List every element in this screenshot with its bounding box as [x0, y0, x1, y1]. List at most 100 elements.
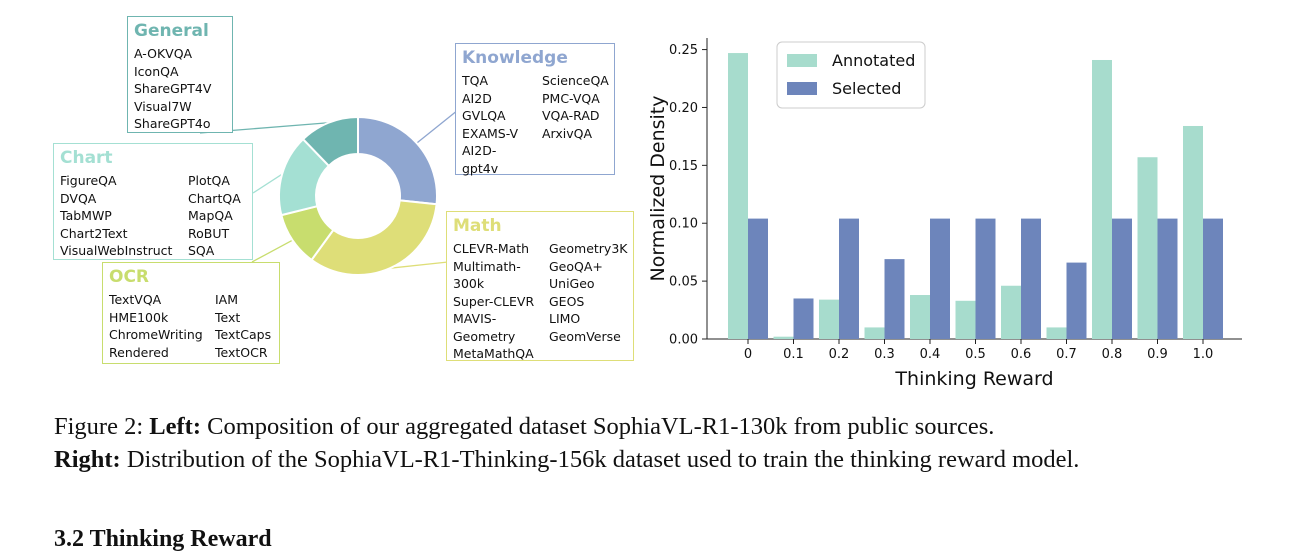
dataset-name: ArxivQA — [542, 125, 593, 141]
dataset-name: TextOCR — [215, 344, 268, 360]
bar-annotated — [955, 300, 976, 339]
x-tick-label: 0.6 — [1011, 347, 1032, 362]
caption-left-text: Composition of our aggregated dataset So… — [200, 413, 995, 440]
dataset-name: TQA — [462, 73, 489, 88]
x-tick-label: 0 — [744, 347, 752, 362]
knowledge-box: Knowledge TQA AI2D GVLQA EXAMS-V AI2D- gpt4v… — [455, 43, 615, 177]
dataset-composition-figure: General A-OKVQA IconQA ShareGPT4V Visual7W S… — [0, 0, 660, 400]
dataset-name: EXAMS-V — [462, 125, 519, 141]
dataset-name: UniGeo — [549, 276, 595, 291]
legend-label: Annotated — [832, 51, 915, 70]
dataset-name: GEOS — [549, 293, 585, 309]
legend: Annotated Selected — [776, 41, 926, 109]
general-box: General A-OKVQA IconQA ShareGPT4V Visual7W S… — [127, 16, 233, 133]
dataset-name: GVLQA — [462, 108, 506, 123]
y-tick-label: 0.25 — [669, 43, 698, 58]
math-title: Math — [453, 216, 502, 236]
dataset-name: TabMWP — [60, 208, 112, 223]
dataset-name: AI2D — [462, 90, 492, 106]
bar-annotated — [773, 336, 794, 339]
general-list: A-OKVQA IconQA ShareGPT4V Visual7W ShareGPT4… — [134, 45, 226, 133]
dataset-name: ScienceQA — [542, 73, 609, 88]
dataset-name: Geometry3K — [549, 241, 628, 256]
donut-slice-knowledge — [357, 115, 438, 206]
dataset-name: Visual7W — [134, 98, 192, 114]
math-list-col1: CLEVR-Math Multimath- 300k Super-CLEVR MAVI… — [453, 240, 549, 363]
section-heading: 3.2 Thinking Reward — [54, 526, 272, 552]
ocr-list-col1: TextVQA HME100k ChromeWriting Rendered — [109, 291, 215, 361]
bar-selected — [1066, 262, 1087, 339]
x-axis-label: Thinking Reward — [894, 368, 1053, 390]
x-tick-label: 0.7 — [1056, 347, 1077, 362]
y-tick-label: 0.10 — [669, 217, 698, 232]
bar-annotated — [1092, 59, 1112, 339]
dataset-name: ShareGPT4V — [134, 81, 212, 96]
leader-line-knowledge — [416, 109, 459, 144]
caption-left-label: Left: — [149, 413, 201, 440]
y-tick-label: 0.00 — [669, 333, 698, 348]
donut-chart — [199, 109, 459, 276]
knowledge-title: Knowledge — [462, 48, 568, 68]
dataset-name: GeoQA+ — [549, 258, 603, 274]
dataset-name: ChromeWriting — [109, 327, 203, 342]
dataset-name: VQA-RAD — [542, 108, 600, 123]
chart-list-col1: FigureQA DVQA TabMWP Chart2Text VisualWebIns… — [60, 172, 188, 260]
bar-annotated — [819, 299, 839, 339]
bar-annotated — [1001, 285, 1021, 339]
bar-selected — [748, 218, 768, 339]
dataset-name: A-OKVQA — [134, 46, 193, 61]
bar-annotated — [864, 327, 885, 339]
figure-caption: Figure 2: Left: Composition of our aggre… — [54, 410, 1254, 476]
dataset-name: TextVQA — [109, 292, 162, 307]
y-tick-label: 0.20 — [669, 101, 698, 116]
bar-annotated — [1046, 327, 1067, 339]
dataset-name: Super-CLEVR — [453, 293, 535, 309]
chart-list-col2: PlotQA ChartQA MapQA RoBUT SQA — [188, 172, 241, 260]
x-tick-label: 0.1 — [783, 347, 804, 362]
dataset-name: FigureQA — [60, 173, 117, 188]
caption-right-label: Right: — [54, 446, 121, 473]
x-tick-label: 0.9 — [1147, 347, 1168, 362]
y-tick-label: 0.15 — [669, 159, 698, 174]
leader-line-chart — [252, 173, 283, 194]
dataset-name: DVQA — [60, 190, 97, 206]
donut-slices — [278, 115, 438, 276]
leader-line-ocr — [251, 239, 293, 263]
x-tick-label: 0.2 — [829, 347, 850, 362]
chart-title: Chart — [60, 148, 113, 168]
bar-selected — [884, 259, 905, 339]
knowledge-list-col2: ScienceQA PMC-VQA VQA-RAD ArxivQA — [542, 72, 609, 177]
dataset-name: PMC-VQA — [542, 90, 600, 106]
bar-selected — [975, 218, 996, 339]
ocr-list-col2: IAM Text TextCaps TextOCR — [215, 291, 271, 361]
dataset-name: MAVIS- Geometry — [453, 311, 516, 344]
dataset-name: SQA — [188, 243, 215, 258]
dataset-name: CLEVR-Math — [453, 241, 530, 256]
ocr-title: OCR — [109, 267, 150, 287]
dataset-name: Text — [215, 309, 241, 325]
dataset-name: Chart2Text — [60, 225, 128, 241]
math-box: Math CLEVR-Math Multimath- 300k Super-CLEV… — [446, 211, 634, 361]
dataset-name: IconQA — [134, 63, 179, 79]
bars — [728, 53, 1223, 340]
dataset-name: GeomVerse — [549, 328, 621, 344]
caption-figure-label: Figure 2: — [54, 413, 150, 440]
y-axis-label: Normalized Density — [647, 95, 669, 281]
dataset-name: ChartQA — [188, 190, 241, 206]
bar-selected — [930, 218, 950, 339]
dataset-name: RoBUT — [188, 225, 230, 241]
x-tick-label: 1.0 — [1193, 347, 1214, 362]
bar-selected — [839, 218, 859, 339]
donut-slice-general — [301, 115, 359, 168]
ocr-box: OCR TextVQA HME100k ChromeWriting Rendered … — [102, 262, 280, 364]
x-tick-label: 0.8 — [1102, 347, 1123, 362]
dataset-name: MapQA — [188, 208, 233, 223]
x-tick-label: 0.3 — [874, 347, 895, 362]
dataset-name: HME100k — [109, 309, 169, 325]
legend-swatch — [787, 54, 817, 67]
bar-selected — [1021, 218, 1041, 339]
math-list-col2: Geometry3K GeoQA+ UniGeo GEOS LIMO GeomVerse — [549, 240, 627, 363]
dataset-name: AI2D- gpt4v — [462, 143, 499, 176]
bar-annotated — [1137, 157, 1158, 339]
x-tick-label: 0.4 — [920, 347, 941, 362]
